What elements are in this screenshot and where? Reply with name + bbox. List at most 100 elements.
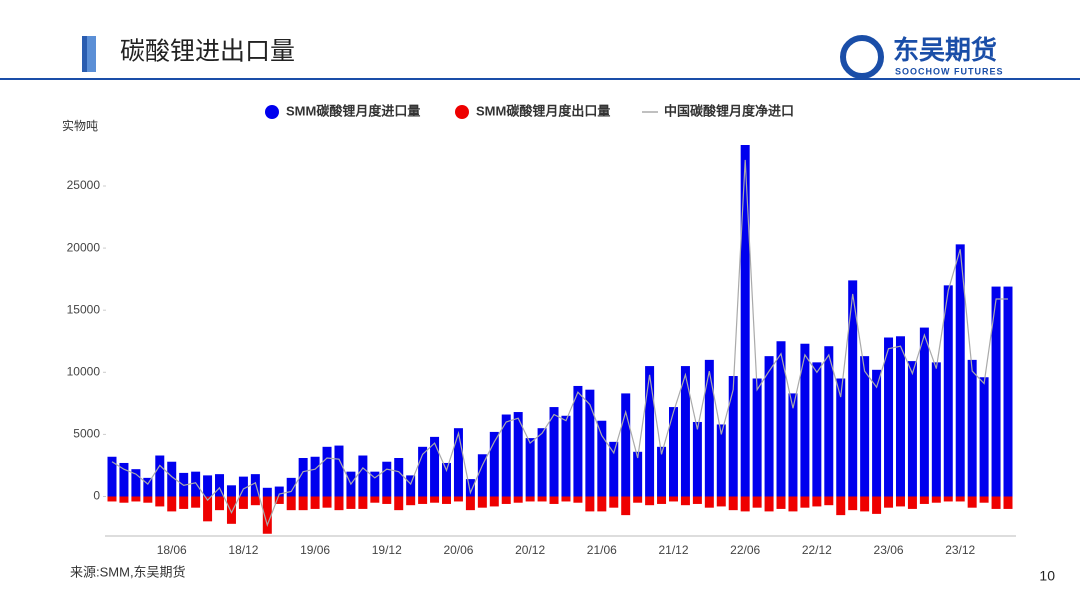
bar xyxy=(657,496,667,504)
bar xyxy=(931,496,941,503)
page-number: 10 xyxy=(1039,568,1055,584)
bar xyxy=(155,496,165,507)
source: 来源:SMM,东吴期货 xyxy=(70,564,186,579)
bar xyxy=(645,366,655,497)
bar xyxy=(298,496,308,511)
bar xyxy=(633,451,643,497)
bar xyxy=(812,496,822,507)
bar xyxy=(597,420,607,497)
bar xyxy=(465,479,475,497)
bar xyxy=(752,378,762,497)
bar xyxy=(179,496,189,509)
bar xyxy=(394,457,404,497)
bar xyxy=(119,496,129,503)
bar xyxy=(298,457,308,497)
bar xyxy=(704,496,714,508)
bar xyxy=(310,496,320,509)
bar xyxy=(382,461,392,497)
bar xyxy=(740,496,750,512)
bar xyxy=(334,496,344,511)
bar xyxy=(668,407,678,497)
x-tick-label: 22/12 xyxy=(802,543,832,557)
bar xyxy=(824,346,834,497)
bar xyxy=(800,343,810,497)
bar xyxy=(107,496,117,502)
bar xyxy=(549,407,559,497)
net-line xyxy=(111,159,1008,527)
x-tick-label: 20/12 xyxy=(515,543,545,557)
x-tick-label: 22/06 xyxy=(730,543,760,557)
bar xyxy=(453,428,463,497)
bar xyxy=(238,496,248,509)
bar xyxy=(477,454,487,497)
logo-mark xyxy=(840,35,884,79)
bar xyxy=(860,496,870,512)
y-tick-label: 25000 xyxy=(67,178,101,192)
bar xyxy=(274,496,284,504)
bar xyxy=(692,421,702,497)
bar xyxy=(740,145,750,497)
x-tick-label: 18/12 xyxy=(228,543,258,557)
bar xyxy=(692,496,702,504)
bar xyxy=(513,496,523,503)
bar xyxy=(262,496,272,534)
bar xyxy=(955,244,965,497)
bar xyxy=(943,496,953,502)
bar xyxy=(848,280,858,497)
bar xyxy=(537,428,547,497)
bar xyxy=(872,369,882,497)
bar xyxy=(501,414,511,497)
x-tick-label: 23/12 xyxy=(945,543,975,557)
bar xyxy=(394,496,404,511)
x-tick-label: 21/06 xyxy=(587,543,617,557)
bar xyxy=(561,415,571,497)
bar xyxy=(645,496,655,506)
bar xyxy=(1003,496,1013,509)
bar xyxy=(537,496,547,502)
bar xyxy=(370,496,380,503)
bar xyxy=(131,496,141,502)
bar xyxy=(895,336,905,497)
bar xyxy=(167,461,177,497)
bar xyxy=(657,446,667,497)
plot: 0 5000 10000 15000 20000 25000 18/06 18/12 19/06… xyxy=(67,145,1013,557)
bar xyxy=(418,446,428,497)
bar xyxy=(250,474,260,497)
bar xyxy=(107,456,117,497)
bar xyxy=(226,485,236,497)
x-tick-label: 23/06 xyxy=(874,543,904,557)
bar xyxy=(931,362,941,497)
bar xyxy=(979,377,989,497)
bar xyxy=(716,424,726,497)
bar xyxy=(764,356,774,497)
bar xyxy=(860,356,870,497)
bar xyxy=(919,327,929,497)
y-axis-label: 实物吨 xyxy=(62,118,98,133)
bar xyxy=(800,496,810,508)
y-tick-label: 5000 xyxy=(73,427,100,441)
x-tick-label: 19/06 xyxy=(300,543,330,557)
bar xyxy=(226,496,236,524)
bar xyxy=(680,366,690,497)
bar xyxy=(191,471,201,497)
bar xyxy=(848,496,858,511)
logo-text: 东吴期货 xyxy=(893,35,997,65)
bar xyxy=(680,496,690,506)
y-tick-label: 20000 xyxy=(67,240,101,254)
bar xyxy=(704,359,714,497)
bar xyxy=(728,496,738,511)
bar xyxy=(884,496,894,508)
bar xyxy=(788,496,798,512)
bar xyxy=(442,496,452,504)
bar xyxy=(358,496,368,509)
bar xyxy=(286,496,296,511)
bar xyxy=(943,285,953,497)
bar xyxy=(967,496,977,508)
bar xyxy=(561,496,571,502)
legend-label: SMM碳酸锂月度进口量 xyxy=(286,103,420,118)
bar xyxy=(525,438,535,497)
bar xyxy=(585,496,595,512)
bar xyxy=(167,496,177,512)
bar xyxy=(812,362,822,497)
bar xyxy=(489,496,499,507)
